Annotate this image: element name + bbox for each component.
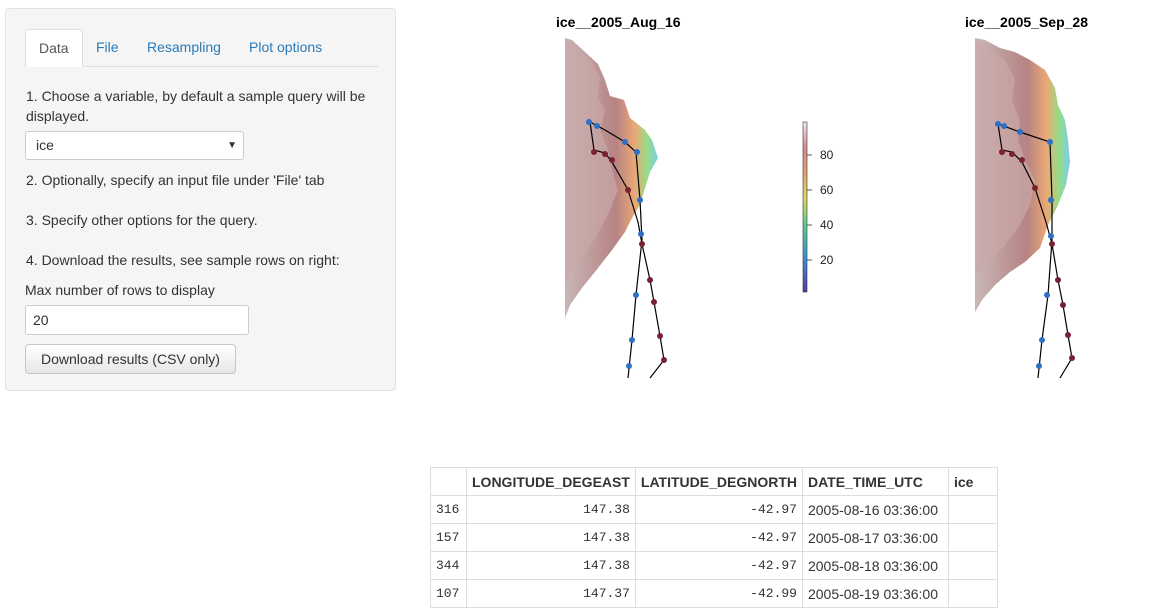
colorbar-tick-label: 60 [820, 183, 834, 197]
left-map [565, 38, 667, 379]
latitude-cell: -42.97 [634, 523, 803, 552]
colorbar-tick-label: 80 [820, 148, 834, 162]
column-header-latitude[interactable]: LATITUDE_DEGNORTH [634, 467, 803, 496]
table-header-row: LONGITUDE_DEGEAST LATITUDE_DEGNORTH DATE… [430, 467, 998, 496]
row-index: 157 [430, 523, 467, 552]
column-header-longitude[interactable]: LONGITUDE_DEGEAST [466, 467, 636, 496]
sidebar-panel: Data File Resampling Plot options 1. Cho… [5, 8, 396, 391]
variable-select[interactable]: ice ▼ [25, 131, 244, 160]
datetime-cell: 2005-08-18 03:36:00 [801, 551, 949, 580]
latitude-cell: -42.97 [634, 551, 803, 580]
left-plot-title: ice__2005_Aug_16 [556, 14, 681, 30]
colorbar-tick-label: 20 [820, 253, 834, 267]
row-index: 344 [430, 551, 467, 580]
step-3-text: 3. Specify other options for the query. [26, 212, 258, 228]
tab-plot-options[interactable]: Plot options [249, 39, 323, 55]
max-rows-input[interactable]: 20 [25, 305, 249, 335]
datetime-cell: 2005-08-17 03:36:00 [801, 523, 949, 552]
step-2-text: 2. Optionally, specify an input file und… [26, 172, 325, 188]
ice-cell [947, 495, 998, 524]
table-row: 157 147.38 -42.97 2005-08-17 03:36:00 [430, 523, 998, 552]
tab-resampling[interactable]: Resampling [147, 39, 221, 55]
max-rows-value: 20 [33, 312, 49, 328]
tab-file[interactable]: File [96, 39, 119, 55]
ice-cell [947, 523, 998, 552]
plot-area [565, 38, 1075, 379]
chevron-down-icon: ▼ [227, 140, 237, 151]
colorbar-tick-label: 40 [820, 218, 834, 232]
column-header-index [430, 467, 467, 496]
latitude-cell: -42.99 [634, 579, 803, 608]
right-plot-title: ice__2005_Sep_28 [965, 14, 1088, 30]
ice-cell [947, 551, 998, 580]
download-results-button[interactable]: Download results (CSV only) [25, 344, 236, 374]
step-4-text: 4. Download the results, see sample rows… [26, 252, 340, 268]
table-row: 107 147.37 -42.99 2005-08-19 03:36:00 [430, 579, 998, 608]
variable-select-value: ice [36, 137, 54, 153]
latitude-cell: -42.97 [634, 495, 803, 524]
datetime-cell: 2005-08-16 03:36:00 [801, 495, 949, 524]
results-table: LONGITUDE_DEGEAST LATITUDE_DEGNORTH DATE… [430, 467, 998, 608]
max-rows-label: Max number of rows to display [25, 282, 215, 298]
longitude-cell: 147.37 [466, 579, 636, 608]
ice-cell [947, 579, 998, 608]
table-row: 344 147.38 -42.97 2005-08-18 03:36:00 [430, 551, 998, 580]
step-1-text: 1. Choose a variable, by default a sampl… [26, 88, 366, 124]
tab-bar: Data File Resampling Plot options [25, 29, 378, 67]
longitude-cell: 147.38 [466, 495, 636, 524]
longitude-cell: 147.38 [466, 523, 636, 552]
longitude-cell: 147.38 [466, 551, 636, 580]
column-header-ice[interactable]: ice [947, 467, 998, 496]
tab-data[interactable]: Data [25, 29, 83, 67]
right-map [975, 38, 1075, 379]
row-index: 316 [430, 495, 467, 524]
row-index: 107 [430, 579, 467, 608]
column-header-datetime[interactable]: DATE_TIME_UTC [801, 467, 949, 496]
table-row: 316 147.38 -42.97 2005-08-16 03:36:00 [430, 495, 998, 524]
colorbar [802, 121, 812, 293]
datetime-cell: 2005-08-19 03:36:00 [801, 579, 949, 608]
